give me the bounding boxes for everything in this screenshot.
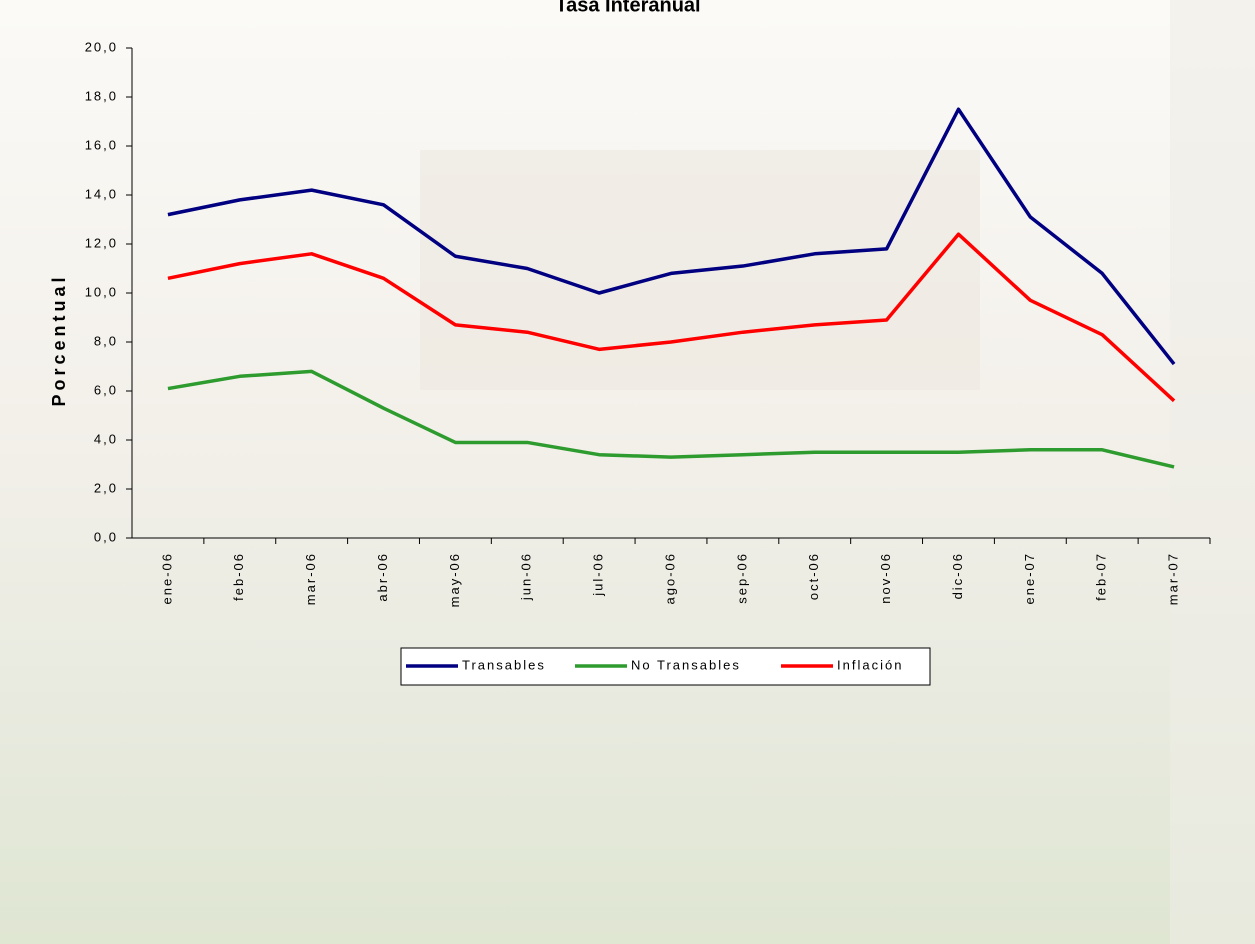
x-tick-label: ene-07 xyxy=(1022,552,1037,604)
y-tick-label: 16,0 xyxy=(85,137,118,152)
y-tick-label: 12,0 xyxy=(85,235,118,250)
y-tick-label: 18,0 xyxy=(85,88,118,103)
x-tick-label: sep-06 xyxy=(734,552,749,604)
y-tick-label: 6,0 xyxy=(94,382,118,397)
background-building xyxy=(1170,0,1255,944)
x-tick-label: feb-07 xyxy=(1094,552,1109,601)
y-axis-label: Porcentual xyxy=(49,273,69,406)
x-tick-label: jul-06 xyxy=(591,552,606,597)
y-tick-label: 8,0 xyxy=(94,333,118,348)
y-tick-label: 4,0 xyxy=(94,431,118,446)
x-tick-label: feb-06 xyxy=(231,552,246,601)
legend-label: Transables xyxy=(462,657,546,672)
legend-label: No Transables xyxy=(631,657,741,672)
y-tick-label: 2,0 xyxy=(94,480,118,495)
x-tick-label: mar-06 xyxy=(303,552,318,605)
x-tick-label: ene-06 xyxy=(159,552,174,604)
chart-title: Tasa Interanual xyxy=(555,0,700,16)
x-tick-label: nov-06 xyxy=(878,552,893,604)
x-tick-label: oct-06 xyxy=(806,552,821,600)
x-tick-label: mar-07 xyxy=(1166,552,1181,605)
y-tick-label: 20,0 xyxy=(85,39,118,54)
chart: Tasa Interanual Porcentual 0,0 2,0 4,0 6,0 8… xyxy=(0,0,1255,944)
legend-label: Inflación xyxy=(837,657,903,672)
x-tick-label: may-06 xyxy=(447,552,462,607)
x-tick-label: abr-06 xyxy=(375,552,390,602)
y-tick-label: 10,0 xyxy=(85,284,118,299)
x-tick-label: dic-06 xyxy=(950,552,965,599)
y-tick-label: 14,0 xyxy=(85,186,118,201)
x-tick-label: jun-06 xyxy=(519,552,534,601)
y-tick-label: 0,0 xyxy=(94,529,118,544)
x-tick-label: ago-06 xyxy=(662,552,677,604)
